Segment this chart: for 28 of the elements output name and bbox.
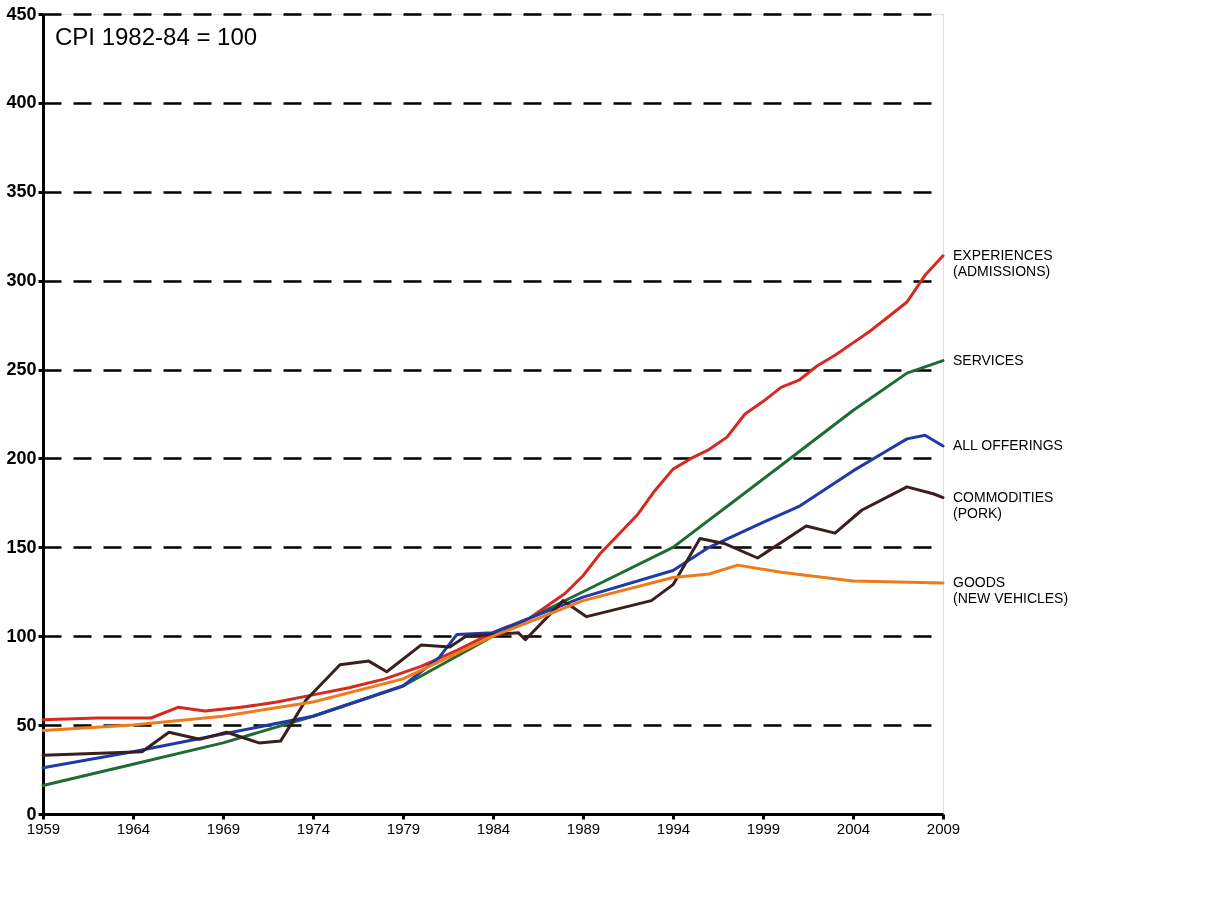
series-label: ALL OFFERINGS [953, 437, 1063, 453]
x-tick-label: 1964 [116, 819, 151, 837]
x-tick-label: 1969 [206, 819, 241, 837]
y-tick-label: 250 [6, 359, 37, 380]
y-tick-label: 100 [6, 625, 37, 646]
y-tick-label: 50 [16, 714, 37, 735]
x-tick-label: 2004 [836, 819, 871, 837]
series-label: SERVICES [953, 351, 1024, 368]
y-tick-label: 200 [6, 447, 37, 468]
line-series [41, 563, 945, 732]
y-tick-label: 450 [6, 3, 37, 24]
x-tick-label: 1974 [296, 819, 331, 837]
y-tick-label: 400 [6, 92, 37, 113]
y-tick-label: 350 [6, 181, 37, 202]
line-series [41, 254, 945, 722]
y-tick-label: 300 [6, 270, 37, 291]
x-tick-label: 1989 [566, 819, 601, 837]
series-label: GOODS (NEW VEHICLES) [953, 573, 1069, 606]
series-label: EXPERIENCES (ADMISSIONS) [953, 246, 1053, 279]
series-label: COMMODITIES (PORK) [953, 488, 1054, 521]
x-tick-label: 1979 [386, 819, 421, 837]
line-series [41, 485, 945, 757]
y-tick-label: 150 [6, 536, 37, 557]
x-tick-label: 1999 [746, 819, 781, 837]
x-tick-label: 1984 [476, 819, 511, 837]
x-tick-label: 1994 [656, 819, 691, 837]
x-tick-label: 2009 [926, 819, 961, 837]
annotation: CPI 1982-84 = 100 [55, 23, 258, 50]
